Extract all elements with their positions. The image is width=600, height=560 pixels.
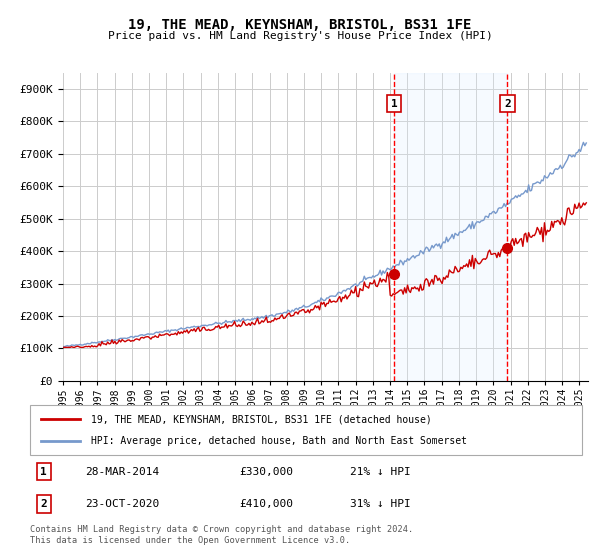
Bar [394,73,507,381]
Text: 19, THE MEAD, KEYNSHAM, BRISTOL, BS31 1FE: 19, THE MEAD, KEYNSHAM, BRISTOL, BS31 1F… [128,18,472,32]
Text: HPI: Average price, detached house, Bath and North East Somerset: HPI: Average price, detached house, Bath… [91,436,467,446]
Text: 21% ↓ HPI: 21% ↓ HPI [350,466,411,477]
Text: 1: 1 [391,99,397,109]
Text: 19, THE MEAD, KEYNSHAM, BRISTOL, BS31 1FE (detached house): 19, THE MEAD, KEYNSHAM, BRISTOL, BS31 1F… [91,414,431,424]
Text: Contains HM Land Registry data © Crown copyright and database right 2024.
This d: Contains HM Land Registry data © Crown c… [30,525,413,545]
Text: 28-MAR-2014: 28-MAR-2014 [85,466,160,477]
Text: 2: 2 [504,99,511,109]
Text: 1: 1 [40,466,47,477]
Text: 2: 2 [40,499,47,509]
FancyBboxPatch shape [30,405,582,455]
Text: £330,000: £330,000 [240,466,294,477]
Text: £410,000: £410,000 [240,499,294,509]
Text: 23-OCT-2020: 23-OCT-2020 [85,499,160,509]
Text: Price paid vs. HM Land Registry's House Price Index (HPI): Price paid vs. HM Land Registry's House … [107,31,493,41]
Text: 31% ↓ HPI: 31% ↓ HPI [350,499,411,509]
